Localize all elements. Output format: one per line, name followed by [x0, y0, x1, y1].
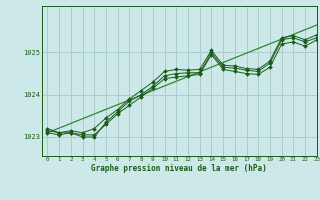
X-axis label: Graphe pression niveau de la mer (hPa): Graphe pression niveau de la mer (hPa): [91, 164, 267, 173]
